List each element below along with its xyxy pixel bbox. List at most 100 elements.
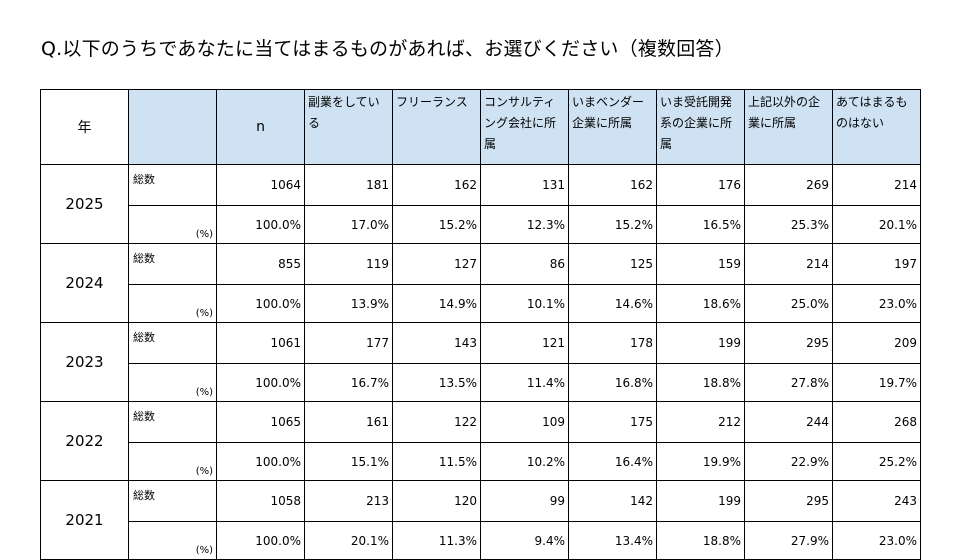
table-row-percent: (%) 100.0% 17.0% 15.2% 12.3% 15.2% 16.5% 25.3% 2…: [41, 205, 921, 244]
count-cell: 178: [568, 322, 657, 364]
percent-cell: 19.9%: [656, 442, 745, 481]
column-header-side-job: 副業をしている: [304, 89, 393, 165]
percent-cell: 11.4%: [480, 363, 569, 402]
count-cell: 181: [304, 164, 393, 206]
table-row-percent: (%) 100.0% 20.1% 11.3% 9.4% 13.4% 18.8% 27.9% 23…: [41, 521, 921, 560]
count-cell: 162: [392, 164, 481, 206]
count-cell: 142: [568, 480, 657, 522]
percent-cell: 13.5%: [392, 363, 481, 402]
percent-cell: 11.3%: [392, 521, 481, 560]
count-cell: 109: [480, 401, 569, 443]
table-body: 2025 総数 1064 181 162 131 162 176 269 214 (%) 100.0%…: [40, 164, 921, 560]
percent-cell: 10.2%: [480, 442, 569, 481]
count-cell: 213: [304, 480, 393, 522]
percent-cell: 25.2%: [832, 442, 921, 481]
row-label-percent: (%): [128, 205, 217, 244]
table-row-total: 2024 総数 855 119 127 86 125 159 214 197: [40, 243, 921, 323]
count-cell: 122: [392, 401, 481, 443]
year-column-header: 年: [40, 89, 129, 165]
row-label-total: 総数: [128, 401, 217, 443]
percent-cell: 25.0%: [744, 284, 833, 323]
year-cell: 2023: [40, 322, 129, 402]
percent-cell: 18.8%: [656, 363, 745, 402]
percent-cell: 27.9%: [744, 521, 833, 560]
count-cell: 199: [656, 480, 745, 522]
count-cell: 131: [480, 164, 569, 206]
percent-cell: 10.1%: [480, 284, 569, 323]
count-cell: 214: [832, 164, 921, 206]
percent-cell: 15.1%: [304, 442, 393, 481]
count-cell: 1058: [216, 480, 305, 522]
year-cell: 2021: [40, 480, 129, 560]
column-header-vendor: いまベンダー企業に所属: [568, 89, 657, 165]
count-cell: 99: [480, 480, 569, 522]
percent-cell: 11.5%: [392, 442, 481, 481]
row-label-column-header: [128, 89, 217, 165]
count-cell: 176: [656, 164, 745, 206]
percent-cell: 15.2%: [568, 205, 657, 244]
percent-cell: 23.0%: [832, 284, 921, 323]
count-cell: 1065: [216, 401, 305, 443]
row-label-percent: (%): [128, 363, 217, 402]
count-cell: 269: [744, 164, 833, 206]
column-header-none: あてはまるものはない: [832, 89, 921, 165]
percent-cell: 23.0%: [832, 521, 921, 560]
n-column-header: n: [216, 89, 305, 165]
count-cell: 162: [568, 164, 657, 206]
column-header-contract-dev: いま受託開発系の企業に所属: [656, 89, 745, 165]
percent-cell: 27.8%: [744, 363, 833, 402]
count-cell: 119: [304, 243, 393, 285]
row-label-percent: (%): [128, 284, 217, 323]
count-cell: 244: [744, 401, 833, 443]
count-cell: 175: [568, 401, 657, 443]
percent-cell: 12.3%: [480, 205, 569, 244]
count-cell: 1061: [216, 322, 305, 364]
count-cell: 121: [480, 322, 569, 364]
percent-cell: 25.3%: [744, 205, 833, 244]
percent-cell: 13.9%: [304, 284, 393, 323]
header-row: 年 n 副業をしている フリーランス コンサルティング会社に所属 いまベンダー企…: [40, 89, 921, 165]
count-cell: 212: [656, 401, 745, 443]
percent-cell: 100.0%: [216, 205, 305, 244]
count-cell: 161: [304, 401, 393, 443]
table-row-total: 2023 総数 1061 177 143 121 178 199 295 209: [40, 322, 921, 402]
count-cell: 855: [216, 243, 305, 285]
row-label-total: 総数: [128, 480, 217, 522]
count-cell: 127: [392, 243, 481, 285]
count-cell: 295: [744, 322, 833, 364]
percent-cell: 15.2%: [392, 205, 481, 244]
count-cell: 295: [744, 480, 833, 522]
count-cell: 177: [304, 322, 393, 364]
percent-cell: 18.6%: [656, 284, 745, 323]
table-row-total: 2022 総数 1065 161 122 109 175 212 244 268: [40, 401, 921, 481]
year-cell: 2025: [40, 164, 129, 244]
percent-cell: 13.4%: [568, 521, 657, 560]
count-cell: 1064: [216, 164, 305, 206]
survey-results-table: 年 n 副業をしている フリーランス コンサルティング会社に所属 いまベンダー企…: [40, 89, 921, 560]
percent-cell: 18.8%: [656, 521, 745, 560]
row-label-total: 総数: [128, 322, 217, 364]
percent-cell: 16.8%: [568, 363, 657, 402]
column-header-other-company: 上記以外の企業に所属: [744, 89, 833, 165]
row-label-percent: (%): [128, 442, 217, 481]
percent-cell: 22.9%: [744, 442, 833, 481]
percent-cell: 17.0%: [304, 205, 393, 244]
column-header-consulting: コンサルティング会社に所属: [480, 89, 569, 165]
percent-cell: 19.7%: [832, 363, 921, 402]
table-row-percent: (%) 100.0% 13.9% 14.9% 10.1% 14.6% 18.6% 25.0% 2…: [41, 284, 921, 323]
table-row-percent: (%) 100.0% 15.1% 11.5% 10.2% 16.4% 19.9% 22.9% 2…: [41, 442, 921, 481]
count-cell: 243: [832, 480, 921, 522]
count-cell: 209: [832, 322, 921, 364]
percent-cell: 20.1%: [304, 521, 393, 560]
percent-cell: 14.6%: [568, 284, 657, 323]
percent-cell: 16.4%: [568, 442, 657, 481]
percent-cell: 20.1%: [832, 205, 921, 244]
column-header-freelance: フリーランス: [392, 89, 481, 165]
row-label-percent: (%): [128, 521, 217, 560]
slide-title: Q.以下のうちであなたに当てはまるものがあれば、お選びください（複数回答）: [41, 38, 734, 60]
count-cell: 125: [568, 243, 657, 285]
percent-cell: 14.9%: [392, 284, 481, 323]
percent-cell: 100.0%: [216, 442, 305, 481]
percent-cell: 9.4%: [480, 521, 569, 560]
table-row-total: 2025 総数 1064 181 162 131 162 176 269 214: [40, 164, 921, 244]
